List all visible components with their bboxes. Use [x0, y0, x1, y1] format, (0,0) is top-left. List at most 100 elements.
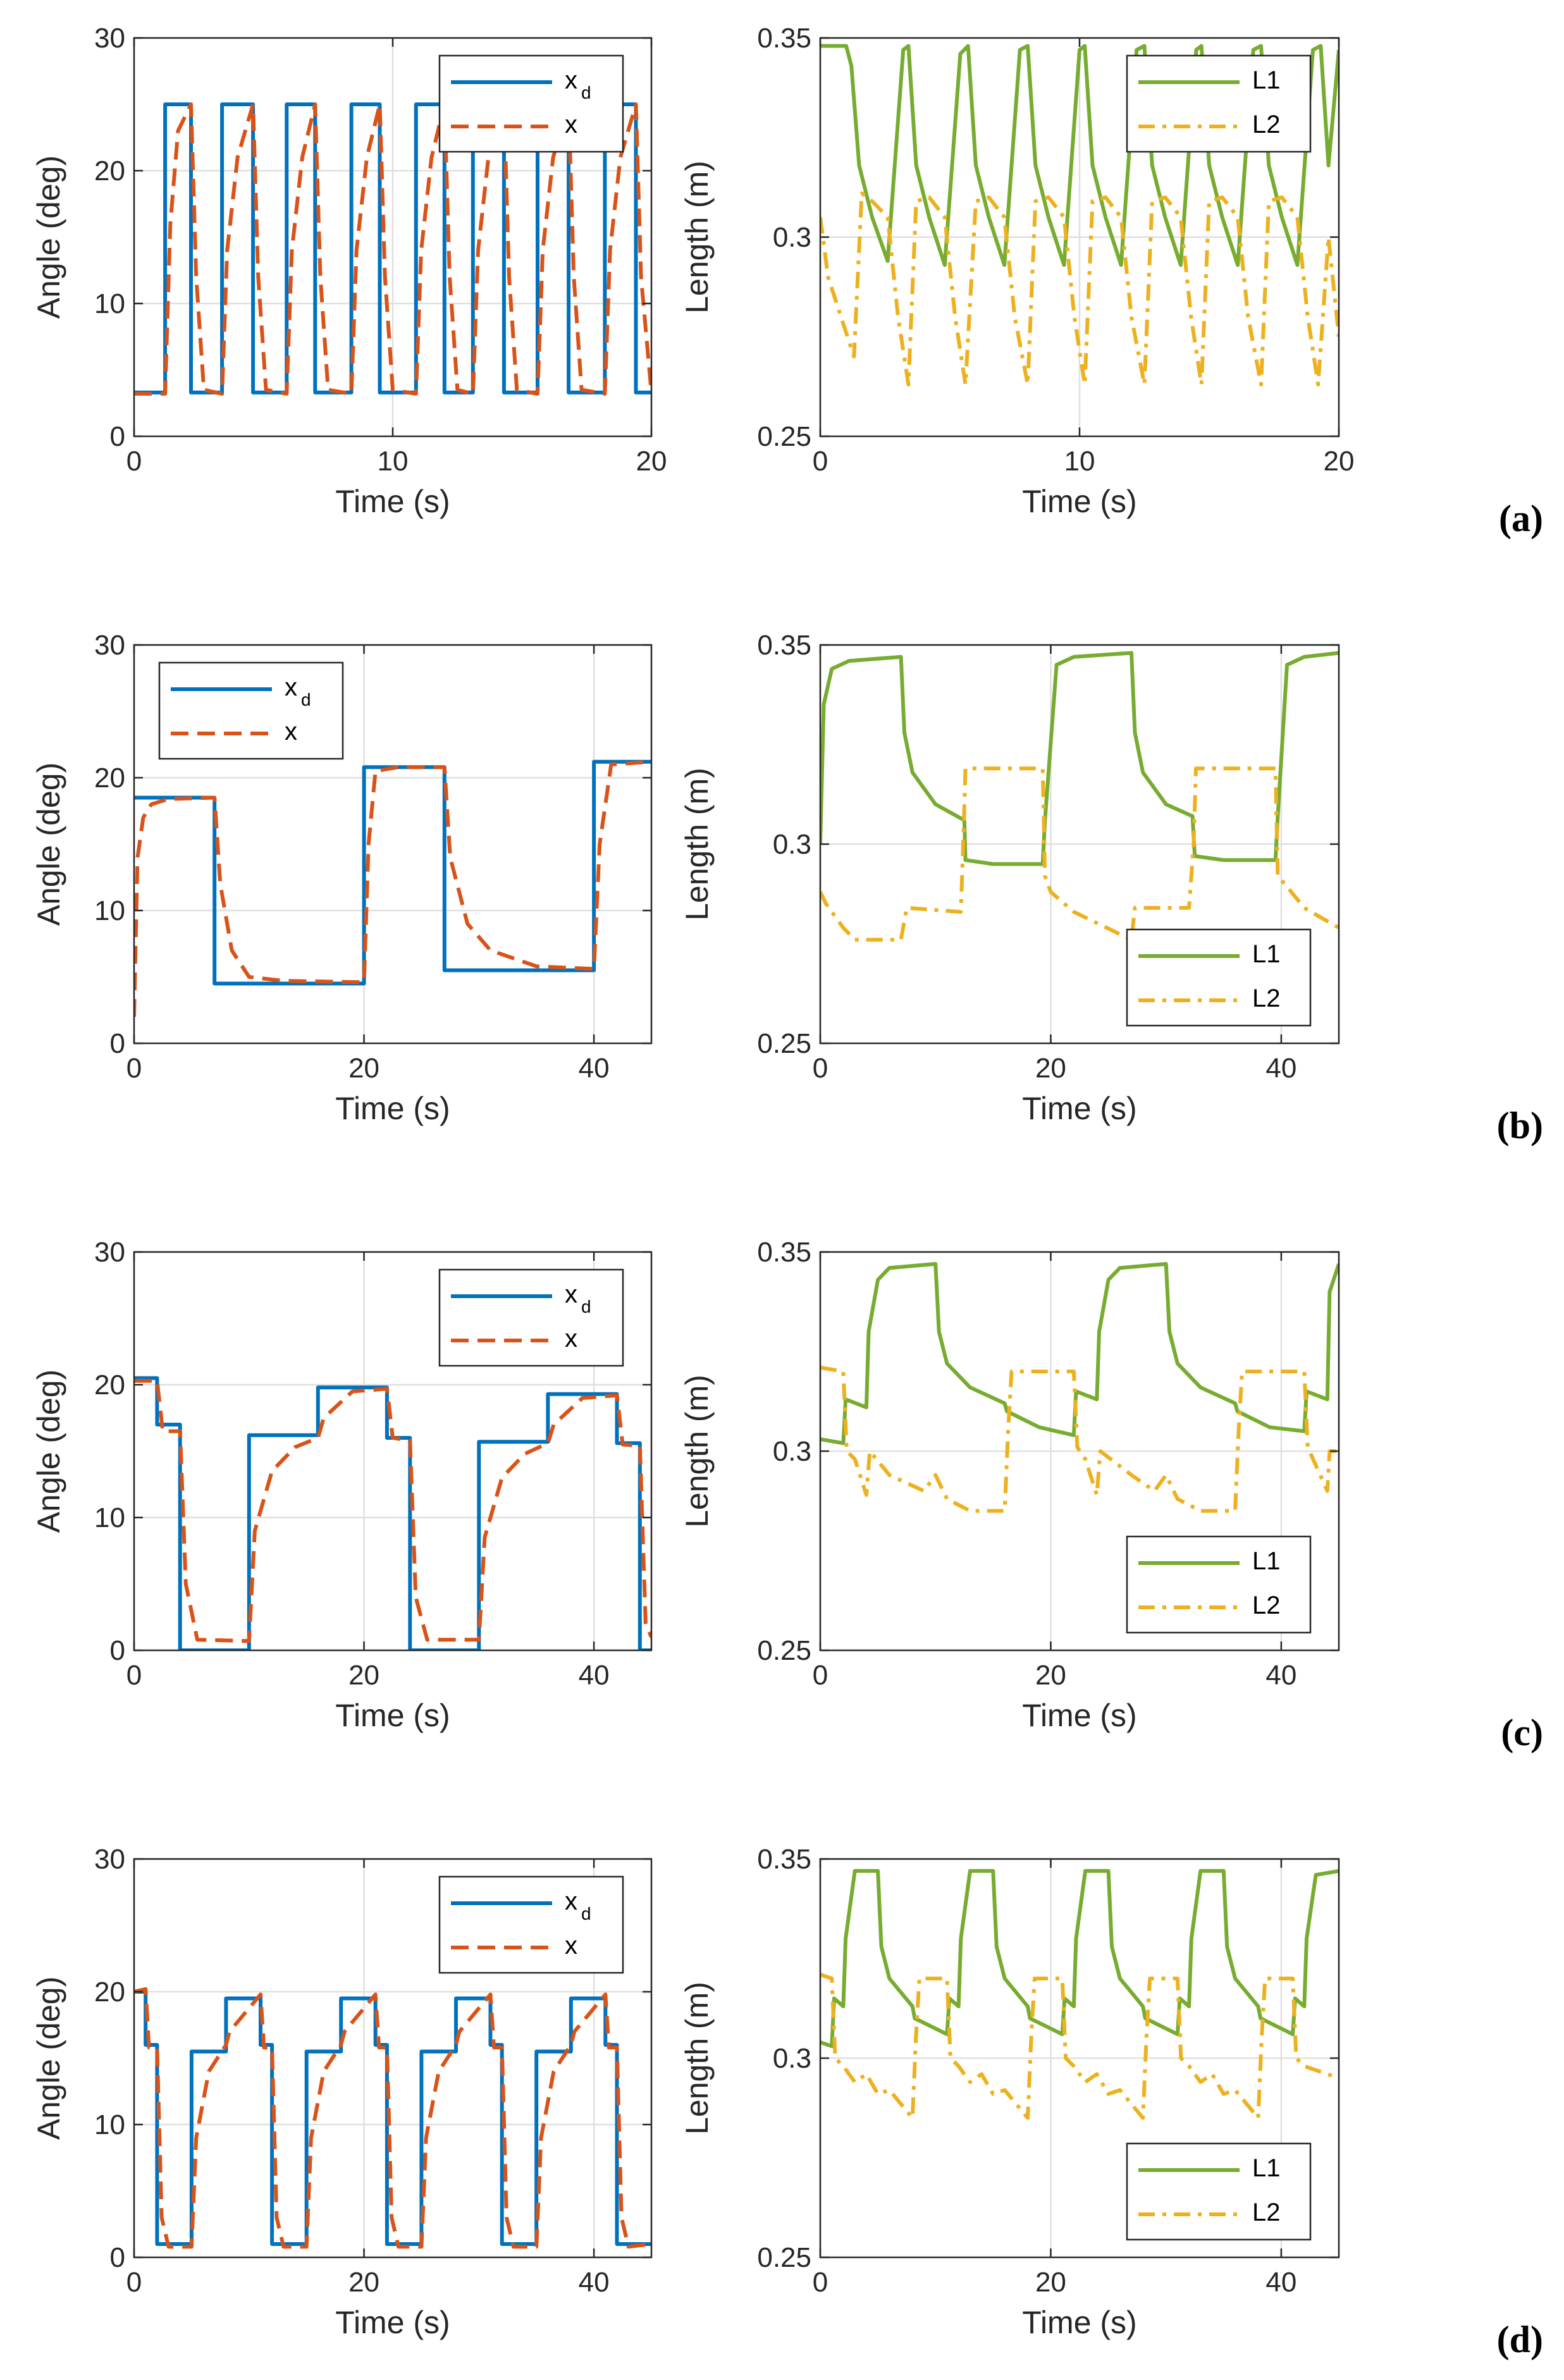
legend-label-subscript: d — [581, 83, 591, 102]
x-tick-label: 20 — [1035, 1053, 1066, 1084]
series-line-L2 — [820, 1972, 1339, 2120]
y-tick-label: 10 — [94, 2109, 125, 2140]
x-tick-label: 0 — [126, 446, 142, 477]
series-line-x-d — [134, 102, 651, 395]
y-tick-label: 0.35 — [757, 630, 811, 661]
y-tick-label: 0.3 — [773, 1436, 811, 1467]
x-axis-label: Time (s) — [1022, 1091, 1136, 1126]
y-tick-label: 0.25 — [757, 2242, 811, 2273]
legend-label: L1 — [1252, 940, 1281, 968]
panel-label: (b) — [1497, 1105, 1543, 1146]
series-line-x — [134, 1378, 651, 1643]
legend: x dx — [438, 1268, 624, 1367]
y-tick-label: 0 — [110, 421, 125, 452]
chart-a-left: 0 10 20 0 10 20 30 Time (s) Angle (deg) x dx — [31, 23, 667, 519]
x-tick-label: 40 — [1265, 1053, 1296, 1084]
y-axis-label: Angle (deg) — [31, 1977, 66, 2140]
y-tick-label: 0.35 — [757, 1844, 811, 1875]
x-tick-label: 20 — [1035, 1660, 1066, 1691]
legend: x dx — [158, 661, 344, 760]
chart-b-left: 0 20 40 0 10 20 30 Time (s) Angle (deg) x dx — [31, 630, 653, 1126]
y-tick-label: 10 — [94, 1502, 125, 1533]
y-tick-label: 30 — [94, 1237, 125, 1268]
y-tick-label: 30 — [94, 630, 125, 661]
x-tick-label: 20 — [348, 1660, 379, 1691]
legend-box — [1126, 54, 1312, 153]
y-tick-label: 20 — [94, 1977, 125, 2008]
legend-label: x — [285, 718, 297, 745]
y-tick-label: 10 — [94, 288, 125, 319]
x-axis-label: Time (s) — [1022, 1698, 1136, 1733]
x-tick-label: 40 — [579, 1053, 610, 1084]
legend-label: x — [565, 1280, 577, 1308]
series-line-x — [134, 1987, 651, 2249]
y-tick-label: 0.3 — [773, 2043, 811, 2074]
y-tick-label: 20 — [94, 763, 125, 794]
x-tick-label: 20 — [1035, 2267, 1066, 2298]
y-tick-label: 0 — [110, 1635, 125, 1666]
y-axis-label: Angle (deg) — [31, 156, 66, 319]
series-line-L2 — [820, 191, 1339, 387]
y-axis-label: Length (m) — [679, 1375, 715, 1528]
x-tick-label: 40 — [579, 2267, 610, 2298]
y-tick-label: 20 — [94, 156, 125, 187]
axes-box — [133, 1251, 653, 1652]
y-tick-label: 0.25 — [757, 421, 811, 452]
x-tick-label: 40 — [1265, 2267, 1296, 2298]
legend: x dx — [438, 54, 624, 153]
chart-d-left: 0 20 40 0 10 20 30 Time (s) Angle (deg) x dx — [31, 1844, 653, 2340]
legend-label: x — [565, 1932, 577, 1960]
y-axis-label: Angle (deg) — [31, 1370, 66, 1533]
x-axis-label: Time (s) — [335, 1091, 450, 1126]
y-tick-label: 30 — [94, 23, 125, 54]
axes-box — [133, 1858, 653, 2259]
x-tick-label: 20 — [348, 1053, 379, 1084]
y-tick-label: 30 — [94, 1844, 125, 1875]
legend-label-subscript: d — [301, 690, 311, 709]
legend: x dx — [438, 1875, 624, 1974]
y-tick-label: 0 — [110, 2242, 125, 2273]
x-tick-label: 10 — [378, 446, 409, 477]
x-tick-label: 0 — [813, 1660, 828, 1691]
x-axis-label: Time (s) — [335, 484, 450, 519]
legend-box — [438, 54, 624, 153]
x-tick-label: 0 — [126, 1053, 142, 1084]
legend-label: L2 — [1252, 2199, 1281, 2226]
series-line-L2 — [820, 766, 1339, 942]
x-tick-label: 20 — [636, 446, 667, 477]
legend-label: L1 — [1252, 66, 1281, 94]
y-tick-label: 0 — [110, 1028, 125, 1059]
chart-d-right: 0 20 40 0.25 0.3 0.35 Time (s) Length (m) L1 L2 (d… — [679, 1844, 1543, 2360]
x-tick-label: 20 — [1324, 446, 1355, 477]
legend-label: x — [285, 673, 297, 701]
y-tick-label: 0.25 — [757, 1635, 811, 1666]
y-tick-label: 0.25 — [757, 1028, 811, 1059]
legend-label: L1 — [1252, 2154, 1281, 2182]
legend-label: x — [565, 66, 577, 94]
legend-label: L2 — [1252, 1592, 1281, 1619]
chart-b-right: 0 20 40 0.25 0.3 0.35 Time (s) Length (m) L1 L2 (b… — [679, 630, 1543, 1146]
legend-box — [1126, 928, 1312, 1027]
panel-label: (d) — [1497, 2319, 1543, 2360]
x-tick-label: 0 — [813, 2267, 828, 2298]
series-line-L1 — [820, 651, 1339, 866]
series-line-L1 — [820, 1868, 1339, 2049]
x-tick-label: 0 — [813, 1053, 828, 1084]
series-line-L1 — [820, 44, 1339, 267]
legend: L1 L2 — [1126, 1535, 1312, 1634]
legend-box — [438, 1875, 624, 1974]
legend: L1 L2 — [1126, 54, 1312, 153]
legend: L1 L2 — [1126, 928, 1312, 1027]
chart-c-left: 0 20 40 0 10 20 30 Time (s) Angle (deg) x dx — [31, 1237, 653, 1733]
legend-box — [158, 661, 344, 760]
legend-box — [438, 1268, 624, 1367]
y-axis-label: Length (m) — [679, 768, 715, 921]
legend-label-subscript: d — [581, 1297, 591, 1316]
x-axis-label: Time (s) — [1022, 2305, 1136, 2340]
y-axis-label: Length (m) — [679, 161, 715, 314]
legend-label-subscript: d — [581, 1904, 591, 1923]
legend-label: L2 — [1252, 111, 1281, 138]
panel-label: (c) — [1501, 1712, 1543, 1753]
y-axis-label: Angle (deg) — [31, 763, 66, 926]
legend-box — [1126, 1535, 1312, 1634]
